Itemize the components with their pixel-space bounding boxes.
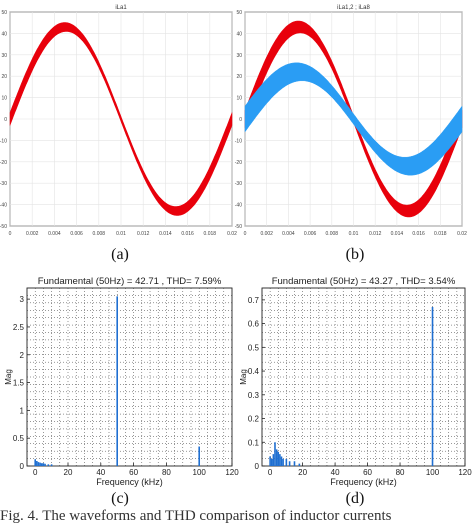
x-tick-label: 0.006	[304, 231, 317, 237]
x-tick-label: 0.004	[282, 231, 295, 237]
x-axis-label: Frequency (kHz)	[330, 477, 397, 487]
x-tick-label: 0.01	[116, 231, 126, 237]
y-tick-label: 0.6	[248, 320, 260, 329]
y-tick-label: 30	[236, 53, 242, 59]
x-tick-label: 20	[64, 468, 73, 477]
y-tick-label: 40	[1, 31, 7, 37]
y-tick-label: 0	[255, 462, 260, 471]
panel-caption-b: (b)	[345, 246, 365, 263]
y-tick-label: 20	[1, 74, 7, 80]
y-tick-label: 20	[236, 74, 242, 80]
y-tick-label: 0.2	[248, 415, 260, 424]
chart-title: iLa1,2 ; iLa8	[337, 5, 370, 11]
x-tick-label: 0.008	[326, 231, 339, 237]
y-axis-label: Mag	[4, 369, 13, 385]
x-tick-label: 0.02	[227, 231, 237, 237]
y-tick-label: 0.1	[248, 438, 260, 447]
x-tick-label: 0.012	[137, 231, 150, 237]
x-tick-label: 80	[396, 468, 405, 477]
x-tick-label: 40	[331, 468, 340, 477]
y-tick-label: -50	[235, 224, 242, 230]
y-tick-label: -30	[0, 181, 7, 187]
y-tick-label: 0.5	[248, 343, 260, 352]
x-tick-label: 40	[96, 468, 105, 477]
panel-caption-a: (a)	[111, 246, 129, 263]
y-tick-label: 40	[236, 31, 242, 37]
x-tick-label: 0.018	[434, 231, 447, 237]
y-tick-label: 0.4	[248, 367, 260, 376]
y-tick-label: 50	[1, 10, 7, 16]
chart-title: Fundamental (50Hz) = 43.27 , THD= 3.54%	[272, 276, 456, 287]
y-tick-label: 50	[236, 10, 242, 16]
x-tick-label: 120	[458, 468, 472, 477]
x-tick-label: 0	[268, 468, 273, 477]
y-tick-label: 30	[1, 53, 7, 59]
x-tick-label: 60	[129, 468, 138, 477]
x-tick-label: 80	[162, 468, 171, 477]
x-tick-label: 0	[33, 468, 38, 477]
x-tick-label: 0.004	[48, 231, 61, 237]
x-tick-label: 0.014	[391, 231, 404, 237]
chart-title: iLa1	[115, 5, 127, 11]
x-tick-label: 0.016	[181, 231, 194, 237]
y-tick-label: 2.5	[13, 323, 25, 332]
x-tick-label: 0.016	[412, 231, 425, 237]
x-tick-label: 100	[426, 468, 440, 477]
chart-title: Fundamental (50Hz) = 42.71 , THD= 7.59%	[38, 276, 222, 287]
y-tick-label: 0.7	[248, 296, 260, 305]
y-tick-label: 0	[239, 117, 242, 123]
x-tick-label: 20	[298, 468, 307, 477]
y-axis-label: Mag	[239, 369, 248, 385]
x-tick-label: 0.014	[159, 231, 172, 237]
y-tick-label: -20	[0, 160, 7, 166]
y-tick-label: -50	[0, 224, 7, 230]
panel-caption-c: (c)	[111, 490, 129, 507]
series-band-1	[244, 62, 463, 176]
x-tick-label: 0.01	[349, 231, 359, 237]
y-tick-label: 1.5	[13, 379, 25, 388]
y-tick-label: -30	[235, 181, 242, 187]
y-tick-label: 10	[1, 96, 7, 102]
x-tick-label: 0.006	[70, 231, 83, 237]
x-tick-label: 0.008	[93, 231, 106, 237]
x-tick-label: 0.002	[26, 231, 39, 237]
y-tick-label: -20	[235, 160, 242, 166]
panel-caption-d: (d)	[345, 490, 365, 507]
series-band-0	[9, 22, 233, 216]
x-axis-label: Frequency (kHz)	[96, 477, 163, 487]
figure-caption: Fig. 4. The waveforms and THD comparison…	[0, 508, 392, 524]
x-tick-label: 0.002	[260, 231, 273, 237]
y-tick-label: 0	[20, 462, 25, 471]
y-tick-label: 3	[20, 295, 25, 304]
x-tick-label: 0	[244, 231, 247, 237]
y-tick-label: 0	[4, 117, 7, 123]
y-tick-label: 0.5	[13, 434, 25, 443]
y-tick-label: 0.3	[248, 391, 260, 400]
x-tick-label: 120	[225, 468, 239, 477]
x-tick-label: 100	[193, 468, 207, 477]
y-tick-label: -10	[0, 138, 7, 144]
y-tick-label: 10	[236, 96, 242, 102]
y-tick-label: 1	[20, 406, 25, 415]
x-tick-label: 0.02	[457, 231, 467, 237]
x-tick-label: 60	[363, 468, 372, 477]
y-tick-label: -40	[0, 203, 7, 209]
y-tick-label: -10	[235, 138, 242, 144]
y-tick-label: -40	[235, 203, 242, 209]
x-tick-label: 0.012	[369, 231, 382, 237]
y-tick-label: 2	[20, 351, 25, 360]
x-tick-label: 0.018	[204, 231, 217, 237]
x-tick-label: 0	[9, 231, 12, 237]
